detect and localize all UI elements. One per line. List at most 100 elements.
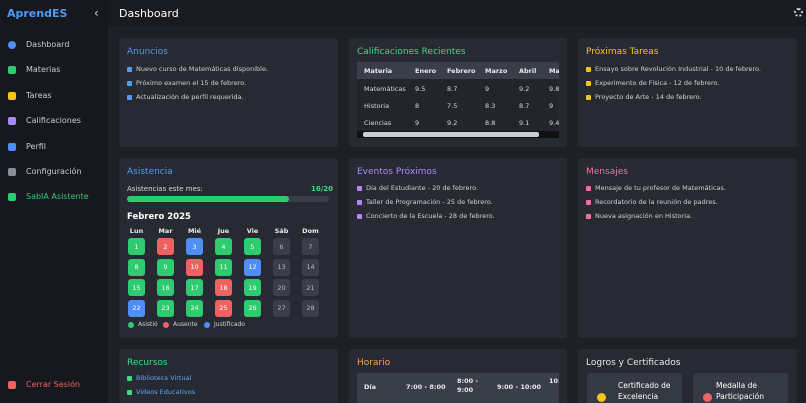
calendar-day[interactable]: 9 [157, 258, 174, 276]
table-cell: 9.1 [519, 119, 530, 127]
calendar-day[interactable]: 18 [215, 279, 232, 296]
column-header: Día [364, 383, 377, 391]
calendar-day[interactable]: 15 [128, 279, 145, 296]
calendar-day[interactable]: 23 [157, 299, 174, 317]
calendar-day[interactable]: 16 [157, 279, 174, 296]
weekday: Dom [302, 227, 319, 235]
brand: AprendES [7, 7, 68, 20]
logout-icon [8, 380, 16, 389]
calendar-day[interactable]: 4 [215, 238, 232, 255]
menu-item[interactable]: Perfil [8, 142, 46, 151]
weekday: Jue [217, 227, 230, 235]
item-text: Biblioteca Virtual [136, 374, 192, 382]
achievement-badge: Certificado de Excelencia [587, 373, 682, 403]
menu-item[interactable]: Configuración [8, 167, 82, 176]
calendar-day[interactable]: 3 [186, 238, 203, 255]
column-header: Materia [364, 67, 393, 75]
schedule-table: Día 7:00 - 8:00 8:00 - 9:00 9:00 - 10:00 10:… [357, 373, 559, 403]
item-icon [357, 199, 362, 205]
menu-label: Perfil [26, 142, 47, 151]
menu-item[interactable]: Materias [8, 65, 60, 74]
calendar-day[interactable]: 2 [157, 238, 174, 255]
card: Horario Día 7:00 - 8:00 8:00 - 9:00 9:00 - 1… [349, 349, 567, 403]
list-item: Mensaje de tu profesor de Matemáticas. [586, 184, 726, 192]
menu-label: Configuración [26, 167, 82, 176]
calendar-day[interactable]: 5 [244, 238, 261, 255]
calendar-day[interactable]: 1 [128, 238, 145, 255]
menu-label: SabIA Asistente [26, 192, 89, 201]
calendar-day[interactable]: 10 [186, 258, 203, 276]
legend-dot [128, 321, 134, 328]
calendar-day[interactable]: 13 [273, 258, 290, 276]
progress-fill [127, 196, 289, 202]
menu-icon [8, 142, 16, 151]
calendar-day[interactable]: 27 [273, 299, 290, 317]
card-title: Mensajes [586, 167, 628, 177]
item-icon [127, 66, 132, 72]
legend-label: Ausente [173, 321, 198, 328]
legend-dot [163, 321, 169, 328]
month-label: Febrero 2025 [127, 212, 191, 222]
calendar-day[interactable]: 11 [215, 258, 232, 276]
legend-label: Asistió [138, 321, 158, 328]
calendar-day[interactable]: 7 [302, 238, 319, 255]
list-item: Proyecto de Arte - 14 de febrero. [586, 93, 702, 101]
calendar-day[interactable]: 26 [244, 299, 261, 317]
item-text: Nueva asignación en Historia. [595, 212, 693, 220]
calendar-day[interactable]: 24 [186, 299, 203, 317]
menu-icon [8, 65, 16, 74]
list-item: Recordatorio de la reunión de padres. [586, 198, 718, 206]
item-text: Próximo examen el 15 de febrero. [136, 79, 247, 87]
card: Recursos Biblioteca Virtual Videos Educati… [119, 349, 338, 403]
calendar-day[interactable]: 17 [186, 279, 203, 296]
calendar-day[interactable]: 28 [302, 299, 319, 317]
column-header: Mayo [549, 67, 559, 75]
calendar-day[interactable]: 21 [302, 279, 319, 296]
card-title: Horario [357, 358, 391, 368]
calendar-day[interactable]: 14 [302, 258, 319, 276]
calendar-day[interactable]: 8 [128, 258, 145, 276]
calendar-day[interactable]: 22 [128, 299, 145, 317]
card: Logros y Certificados Certificado de Exce… [578, 349, 797, 403]
table-cell: Matemáticas [364, 85, 406, 93]
table-cell: 8.7 [447, 85, 458, 93]
achievement-badge: Medalla de Participación [693, 373, 788, 403]
weekday: Vie [246, 227, 259, 235]
menu-item[interactable]: SabIA Asistente [8, 192, 89, 201]
card-title: Calificaciones Recientes [357, 47, 466, 57]
summary-value: 16/20 [311, 185, 334, 193]
menu-item[interactable]: Calificaciones [8, 116, 81, 125]
calendar-day[interactable]: 12 [244, 258, 261, 276]
menu-label: Dashboard [26, 40, 70, 49]
menu-icon [8, 167, 16, 176]
list-item[interactable]: Videos Educativos [127, 388, 195, 396]
card-title: Logros y Certificados [586, 358, 681, 368]
menu-label: Materias [26, 65, 61, 74]
table-cell: 9 [485, 85, 490, 93]
calendar-day[interactable]: 20 [273, 279, 290, 296]
list-item[interactable]: Biblioteca Virtual [127, 374, 191, 382]
item-icon [586, 213, 591, 219]
page-title: Dashboard [119, 7, 179, 20]
list-item: Concierto de la Escuela - 28 de febrero. [357, 212, 495, 220]
list-item: Nuevo curso de Matemáticas disponible. [127, 65, 268, 73]
scroll-thumb[interactable] [363, 132, 539, 137]
column-header: Enero [415, 67, 437, 75]
summary-label: Asistencias este mes: [127, 185, 203, 193]
menu-item[interactable]: Dashboard [8, 40, 69, 49]
calendar-day[interactable]: 6 [273, 238, 290, 255]
settings-icon[interactable] [794, 8, 803, 17]
collapse-button[interactable]: ‹ [94, 6, 99, 20]
calendar-day[interactable]: 19 [244, 279, 261, 296]
calendar-day[interactable]: 25 [215, 299, 232, 317]
card-title: Recursos [127, 358, 168, 368]
badge-icon [703, 393, 712, 402]
item-icon [127, 94, 132, 100]
weekday: Mar [158, 227, 173, 235]
menu-item[interactable]: Tareas [8, 91, 52, 100]
column-header: 7:00 - 8:00 [406, 383, 446, 391]
logout-button[interactable]: Cerrar Sesión [8, 380, 80, 389]
list-item: Taller de Programación - 25 de febrero. [357, 198, 493, 206]
list-item: Actualización de perfil requerida. [127, 93, 244, 101]
